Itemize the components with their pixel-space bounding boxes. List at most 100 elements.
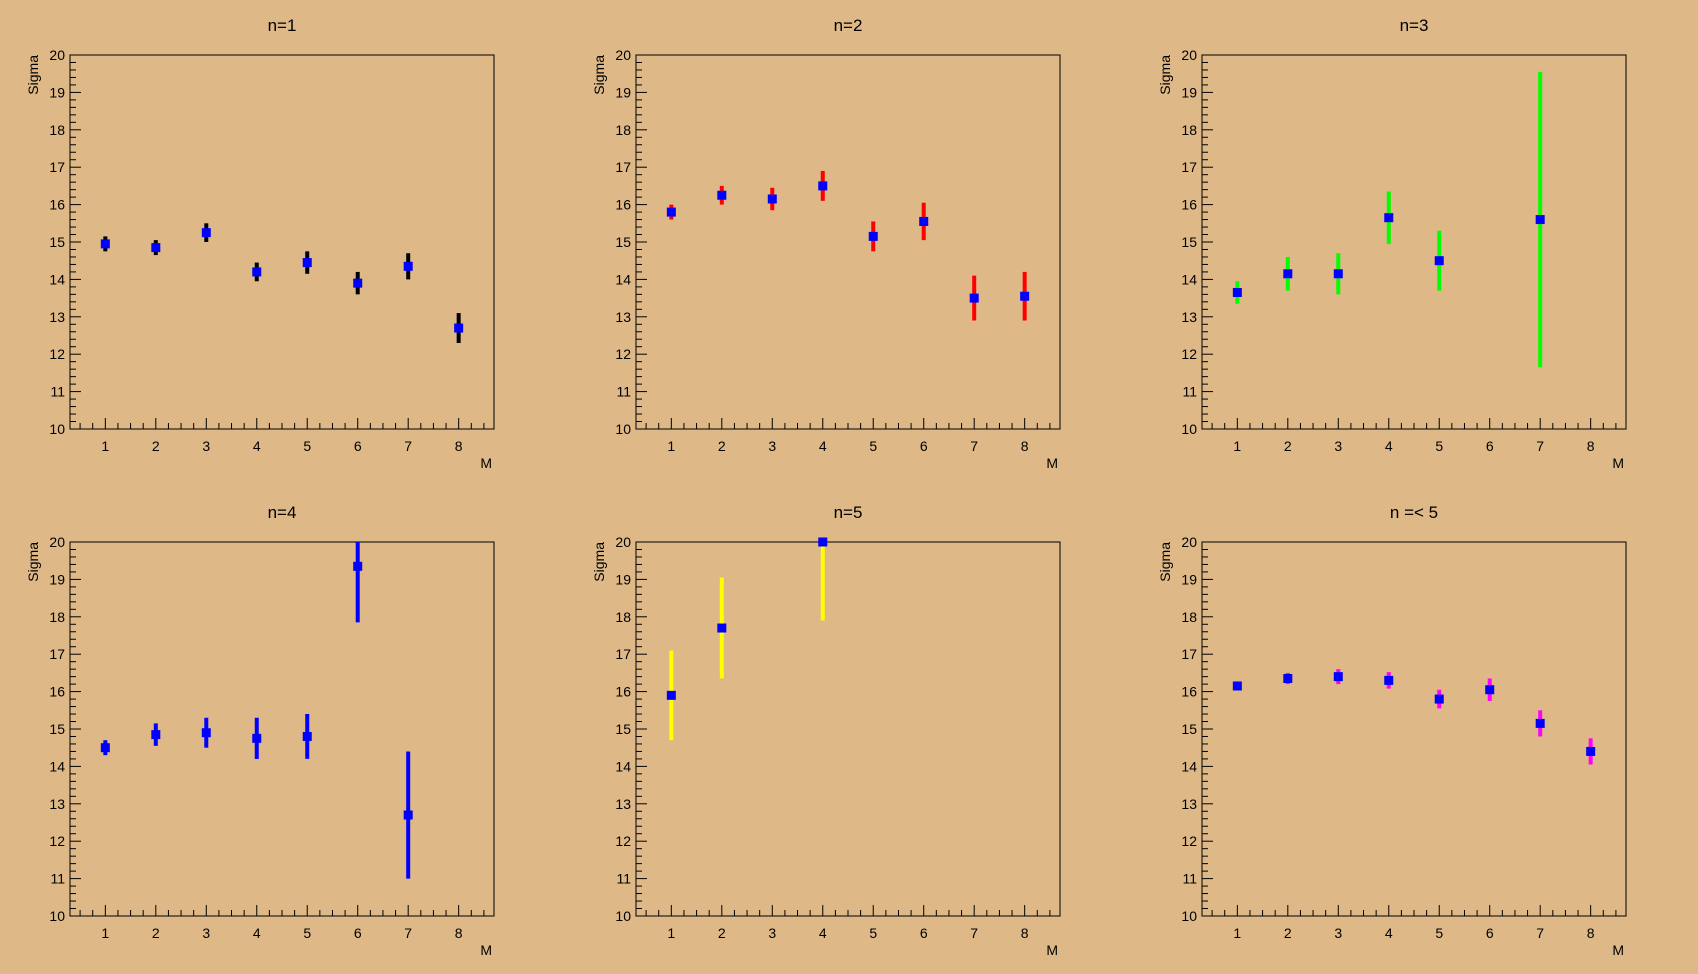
data-point — [100, 743, 110, 753]
data-point — [1384, 213, 1394, 223]
x-tick-label: 8 — [1021, 925, 1029, 941]
y-axis-title: Sigma — [591, 542, 607, 582]
x-tick-label: 2 — [152, 925, 160, 941]
x-tick-label: 6 — [354, 925, 362, 941]
data-point — [717, 190, 727, 200]
y-tick-label: 10 — [615, 908, 631, 924]
y-tick-label: 15 — [615, 234, 631, 250]
data-point — [1586, 746, 1596, 756]
y-tick-label: 13 — [49, 796, 65, 812]
x-tick-label: 1 — [101, 438, 109, 454]
y-tick-label: 17 — [49, 646, 65, 662]
data-point — [717, 623, 727, 633]
y-tick-label: 19 — [49, 84, 65, 100]
data-point — [302, 731, 312, 741]
y-tick-label: 18 — [1181, 609, 1197, 625]
y-tick-label: 12 — [615, 346, 631, 362]
y-tick-label: 18 — [49, 122, 65, 138]
data-point — [151, 730, 161, 740]
x-tick-label: 4 — [253, 438, 261, 454]
y-tick-label: 14 — [49, 271, 65, 287]
y-tick-label: 13 — [49, 309, 65, 325]
x-tick-label: 5 — [303, 925, 311, 941]
plot-frame — [1201, 541, 1627, 917]
x-tick-label: 1 — [1233, 438, 1241, 454]
data-point — [818, 181, 828, 191]
data-point — [1232, 681, 1242, 691]
x-tick-label: 6 — [920, 925, 928, 941]
data-point — [1333, 672, 1343, 682]
y-tick-label: 15 — [1181, 721, 1197, 737]
x-tick-label: 2 — [718, 438, 726, 454]
y-tick-label: 10 — [49, 908, 65, 924]
y-tick-label: 17 — [49, 159, 65, 175]
x-tick-label: 5 — [1435, 438, 1443, 454]
y-axis-title: Sigma — [591, 55, 607, 95]
data-point — [201, 728, 211, 738]
y-tick-label: 14 — [49, 758, 65, 774]
x-tick-label: 2 — [1284, 438, 1292, 454]
chart-title: n=5 — [834, 503, 863, 522]
data-point — [1535, 718, 1545, 728]
x-tick-label: 7 — [970, 438, 978, 454]
y-tick-label: 12 — [615, 833, 631, 849]
x-tick-label: 3 — [768, 925, 776, 941]
plot-frame — [1201, 54, 1627, 430]
data-point — [252, 267, 262, 277]
x-tick-label: 2 — [1284, 925, 1292, 941]
data-point — [1333, 269, 1343, 279]
y-tick-label: 13 — [615, 309, 631, 325]
y-tick-label: 19 — [615, 571, 631, 587]
y-tick-label: 16 — [49, 684, 65, 700]
x-tick-label: 2 — [152, 438, 160, 454]
x-tick-label: 7 — [1536, 438, 1544, 454]
x-tick-label: 3 — [1334, 438, 1342, 454]
data-point — [151, 243, 161, 253]
x-tick-label: 2 — [718, 925, 726, 941]
x-tick-label: 7 — [970, 925, 978, 941]
chart-title: n=1 — [268, 16, 297, 35]
x-tick-label: 5 — [869, 438, 877, 454]
y-tick-label: 17 — [1181, 159, 1197, 175]
x-tick-label: 4 — [819, 438, 827, 454]
y-tick-label: 15 — [1181, 234, 1197, 250]
y-tick-label: 16 — [615, 197, 631, 213]
data-point — [666, 207, 676, 217]
x-tick-label: 8 — [455, 438, 463, 454]
x-axis-title: M — [480, 942, 492, 958]
data-point — [666, 690, 676, 700]
x-tick-label: 6 — [920, 438, 928, 454]
x-tick-label: 6 — [354, 438, 362, 454]
data-point — [353, 278, 363, 288]
x-axis-title: M — [1046, 455, 1058, 471]
y-tick-label: 14 — [615, 758, 631, 774]
data-point — [919, 216, 929, 226]
data-point — [1535, 215, 1545, 225]
y-tick-label: 20 — [615, 534, 631, 550]
y-tick-label: 16 — [49, 197, 65, 213]
y-tick-label: 11 — [616, 384, 631, 400]
x-axis-title: M — [1612, 455, 1624, 471]
x-tick-label: 7 — [404, 925, 412, 941]
y-tick-label: 11 — [50, 871, 65, 887]
y-tick-label: 20 — [49, 47, 65, 63]
y-tick-label: 18 — [615, 609, 631, 625]
x-tick-label: 5 — [1435, 925, 1443, 941]
y-tick-label: 16 — [1181, 197, 1197, 213]
data-point — [302, 258, 312, 268]
x-tick-label: 1 — [667, 438, 675, 454]
y-tick-label: 14 — [615, 271, 631, 287]
x-tick-label: 6 — [1486, 925, 1494, 941]
y-tick-label: 16 — [1181, 684, 1197, 700]
y-tick-label: 11 — [50, 384, 65, 400]
plot-frame — [69, 541, 495, 917]
data-point — [767, 194, 777, 204]
y-axis-title: Sigma — [25, 55, 41, 95]
x-tick-label: 5 — [869, 925, 877, 941]
y-tick-label: 16 — [615, 684, 631, 700]
y-tick-label: 10 — [615, 421, 631, 437]
